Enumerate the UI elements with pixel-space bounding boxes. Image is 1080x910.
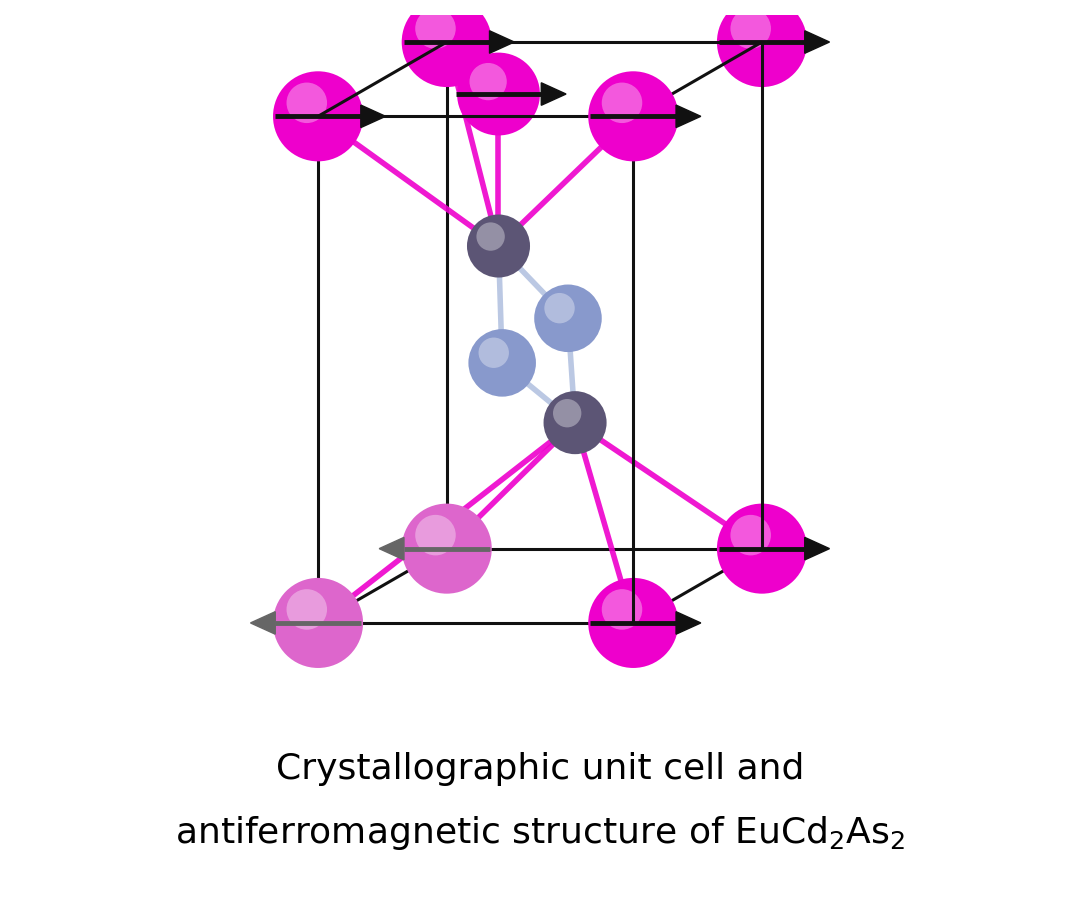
Polygon shape <box>805 538 829 560</box>
Polygon shape <box>379 538 404 560</box>
Circle shape <box>273 71 363 161</box>
Circle shape <box>589 71 678 161</box>
Polygon shape <box>251 612 275 634</box>
Circle shape <box>402 503 491 593</box>
Circle shape <box>478 338 509 368</box>
Circle shape <box>415 8 456 49</box>
Polygon shape <box>361 105 386 127</box>
Circle shape <box>286 83 327 123</box>
Circle shape <box>535 285 602 352</box>
Circle shape <box>589 578 678 668</box>
Circle shape <box>730 8 771 49</box>
Polygon shape <box>805 31 829 54</box>
Circle shape <box>476 222 504 251</box>
Circle shape <box>470 63 507 100</box>
Polygon shape <box>541 83 566 106</box>
Circle shape <box>553 399 581 428</box>
Circle shape <box>730 515 771 555</box>
Circle shape <box>402 0 491 87</box>
Circle shape <box>457 53 540 136</box>
Circle shape <box>286 589 327 630</box>
Circle shape <box>467 215 530 278</box>
Text: antiferromagnetic structure of EuCd$_2$As$_2$: antiferromagnetic structure of EuCd$_2$A… <box>175 814 905 852</box>
Polygon shape <box>676 612 701 634</box>
Circle shape <box>544 293 575 323</box>
Text: Crystallographic unit cell and: Crystallographic unit cell and <box>275 752 805 786</box>
Circle shape <box>717 0 807 87</box>
Polygon shape <box>676 105 701 127</box>
Circle shape <box>415 515 456 555</box>
Polygon shape <box>489 31 514 54</box>
Circle shape <box>717 503 807 593</box>
Circle shape <box>543 391 607 454</box>
Circle shape <box>469 329 536 397</box>
Circle shape <box>602 589 643 630</box>
Circle shape <box>602 83 643 123</box>
Circle shape <box>273 578 363 668</box>
